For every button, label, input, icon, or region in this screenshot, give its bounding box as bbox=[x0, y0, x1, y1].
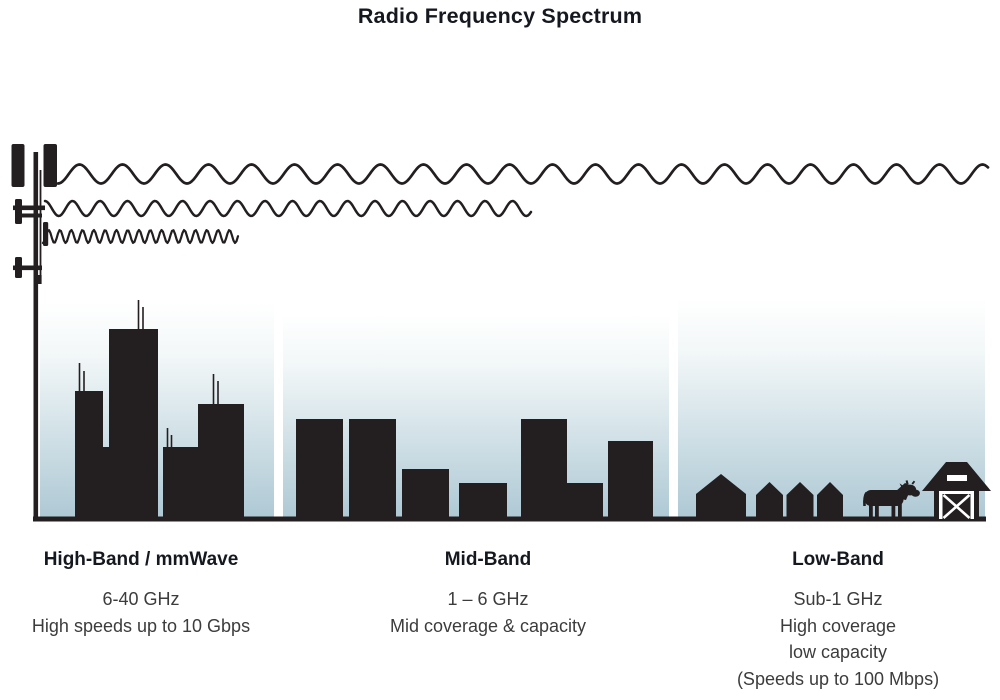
band-title: High-Band / mmWave bbox=[43, 549, 239, 570]
band-detail-line: 6-40 GHz bbox=[102, 589, 180, 609]
barn-loft-vent bbox=[947, 475, 967, 481]
skyscraper bbox=[103, 447, 109, 520]
page-title: Radio Frequency Spectrum bbox=[357, 4, 643, 28]
house bbox=[696, 474, 746, 520]
low-band-label-block: Low-Band Sub-1 GHz High coverage low capac… bbox=[688, 549, 988, 692]
mid-rise-building bbox=[296, 419, 343, 520]
band-title: Low-Band bbox=[792, 549, 884, 570]
ground-line bbox=[33, 516, 986, 522]
mid-rise-building bbox=[459, 483, 507, 520]
band-detail-line: (Speeds up to 100 Mbps) bbox=[736, 668, 940, 689]
band-detail-line: High speeds up to 10 Gbps bbox=[31, 615, 251, 636]
low-frequency-wave bbox=[56, 163, 990, 185]
band-detail-line: High coverage bbox=[779, 615, 897, 636]
cell-tower-icon bbox=[11, 144, 57, 518]
skyscraper bbox=[109, 329, 158, 520]
band-detail-line: 1 – 6 GHz bbox=[447, 589, 529, 609]
skyscraper bbox=[198, 404, 244, 520]
barn-icon bbox=[922, 462, 991, 520]
high-band-label-block: High-Band / mmWave 6-40 GHz High speeds u… bbox=[0, 549, 291, 639]
mid-rise-building bbox=[567, 483, 603, 520]
band-detail-line: low capacity bbox=[788, 642, 888, 662]
mid-band-label-block: Mid-Band 1 – 6 GHz Mid coverage & capacit… bbox=[338, 549, 638, 639]
radio-waves bbox=[41, 163, 990, 245]
mid-rise-building bbox=[521, 419, 567, 520]
mid-frequency-wave bbox=[43, 199, 533, 218]
skyscraper bbox=[75, 391, 103, 520]
house bbox=[756, 482, 783, 520]
skyscraper bbox=[163, 447, 198, 520]
band-detail-line: Sub-1 GHz bbox=[793, 589, 883, 609]
mid-band-buildings bbox=[296, 419, 653, 520]
high-band-city-skyline bbox=[75, 300, 244, 520]
ground bbox=[33, 516, 986, 522]
high-frequency-wave bbox=[41, 228, 240, 245]
mid-rise-building bbox=[349, 419, 396, 520]
mid-rise-building bbox=[608, 441, 653, 520]
low-band-houses bbox=[696, 474, 843, 520]
cow-icon bbox=[863, 480, 920, 520]
band-detail-line: Mid coverage & capacity bbox=[389, 615, 587, 636]
band-title: Mid-Band bbox=[444, 549, 532, 570]
house bbox=[817, 482, 843, 520]
mid-rise-building bbox=[402, 469, 449, 520]
house bbox=[786, 482, 814, 520]
